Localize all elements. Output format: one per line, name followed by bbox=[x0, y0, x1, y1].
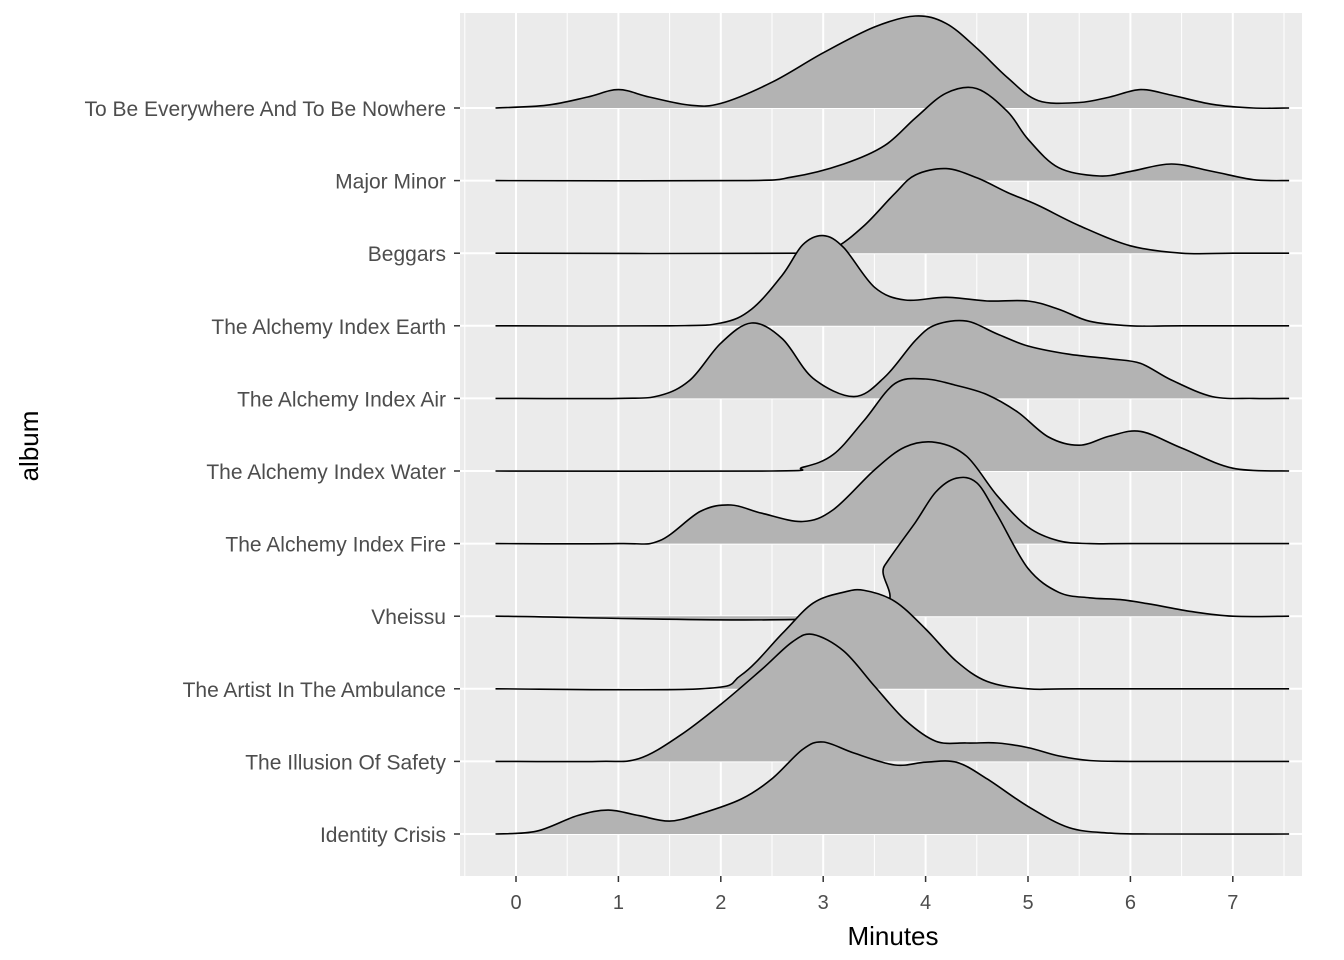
ridge-area bbox=[495, 477, 1290, 620]
y-axis-title: album bbox=[14, 411, 44, 482]
y-tick-label: The Alchemy Index Air bbox=[237, 388, 446, 411]
ridge-area bbox=[495, 168, 1290, 254]
ridge-the-artist-in-the-ambulance bbox=[495, 588, 1290, 691]
x-axis-title: Minutes bbox=[847, 921, 938, 951]
x-tick-label: 4 bbox=[920, 892, 931, 914]
ridge-area bbox=[495, 589, 1290, 690]
ridge-line bbox=[495, 633, 1290, 763]
ridge-the-illusion-of-safety bbox=[495, 633, 1290, 763]
ridge-area bbox=[495, 378, 1290, 472]
x-tick-label: 1 bbox=[613, 892, 624, 914]
ridge-vheissu bbox=[495, 476, 1290, 621]
density-ridges bbox=[495, 15, 1290, 835]
x-tick-label: 6 bbox=[1125, 892, 1136, 914]
ridge-area bbox=[495, 634, 1290, 762]
x-tick-label: 3 bbox=[818, 892, 829, 914]
ridge-area bbox=[495, 320, 1290, 399]
y-tick-label: Major Minor bbox=[335, 171, 446, 194]
ridge-the-alchemy-index-water bbox=[495, 377, 1290, 473]
ridge-area bbox=[495, 15, 1290, 109]
ridge-area bbox=[495, 441, 1290, 545]
ridge-line bbox=[495, 476, 1290, 621]
y-tick-label: The Artist In The Ambulance bbox=[183, 679, 446, 702]
x-tick-label: 7 bbox=[1227, 892, 1238, 914]
ridge-line bbox=[495, 234, 1290, 327]
y-tick-label: Identity Crisis bbox=[320, 824, 446, 847]
ridge-the-alchemy-index-air bbox=[495, 319, 1290, 400]
y-tick-label: To Be Everywhere And To Be Nowhere bbox=[85, 98, 446, 121]
y-tick-label: The Alchemy Index Water bbox=[206, 461, 446, 484]
x-axis-ticks: 0 1 2 3 4 5 6 7 bbox=[510, 876, 1238, 914]
y-tick-label: The Illusion Of Safety bbox=[245, 751, 446, 774]
ridge-area bbox=[495, 741, 1290, 835]
y-tick-label: Beggars bbox=[368, 243, 446, 266]
ridge-line bbox=[495, 86, 1290, 182]
y-tick-label: Vheissu bbox=[371, 606, 446, 629]
ridge-line bbox=[495, 441, 1290, 545]
ridge-line bbox=[495, 741, 1290, 835]
ridge-line bbox=[495, 588, 1290, 691]
ridge-line bbox=[495, 15, 1290, 110]
ridge-the-alchemy-index-earth bbox=[495, 234, 1290, 327]
x-tick-label: 0 bbox=[510, 892, 521, 914]
ridge-line bbox=[495, 319, 1290, 400]
ridge-major-minor bbox=[495, 86, 1290, 182]
ridge-identity-crisis bbox=[495, 741, 1290, 835]
y-axis-ticks: To Be Everywhere And To Be Nowhere Major … bbox=[85, 98, 460, 847]
x-tick-label: 2 bbox=[715, 892, 726, 914]
y-tick-label: The Alchemy Index Earth bbox=[211, 316, 446, 339]
x-tick-label: 5 bbox=[1022, 892, 1033, 914]
ridge-to-be-everywhere-and-to-be-nowhere bbox=[495, 15, 1290, 110]
y-tick-label: The Alchemy Index Fire bbox=[225, 534, 446, 557]
ridge-area bbox=[495, 235, 1290, 327]
ridge-line bbox=[495, 377, 1290, 473]
ridge-the-alchemy-index-fire bbox=[495, 441, 1290, 545]
